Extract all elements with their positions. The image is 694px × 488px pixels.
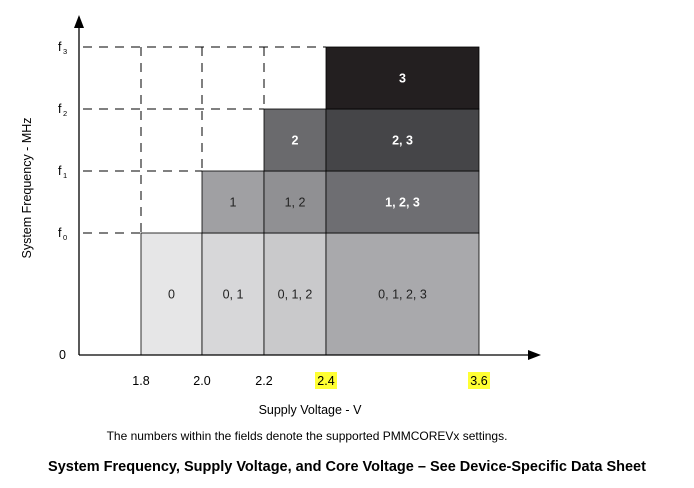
chart-note: The numbers within the fields denote the… bbox=[106, 429, 508, 443]
region-cell bbox=[201, 232, 265, 356]
guide-lines-layer bbox=[83, 46, 326, 234]
y-tick-label: f bbox=[58, 40, 62, 54]
x-axis-label: Supply Voltage - V bbox=[259, 403, 363, 417]
y-tick-label: f bbox=[58, 102, 62, 116]
region-cell bbox=[325, 46, 480, 110]
x-axis-arrow-icon bbox=[528, 350, 541, 360]
region-label: 1, 2, 3 bbox=[385, 196, 420, 210]
figure-caption: System Frequency, Supply Voltage, and Co… bbox=[48, 459, 646, 475]
x-tick-highlight bbox=[468, 372, 490, 389]
y-tick-label: f bbox=[58, 226, 62, 240]
x-tick-label: 3.6 bbox=[470, 374, 487, 388]
region-label: 1 bbox=[230, 196, 237, 210]
region-cell bbox=[325, 232, 480, 356]
axes-layer bbox=[74, 15, 541, 360]
region-label: 0, 1, 2 bbox=[278, 288, 313, 302]
region-label: 1, 2 bbox=[285, 196, 306, 210]
y-axis-label: System Frequency - MHz bbox=[20, 117, 34, 258]
regions-layer: 0 0, 1 0, 1, 2 0, 1, 2, 3 1 1, 2 1, 2, 3 2 2, 3 3 bbox=[140, 46, 480, 356]
y-tick-subscript: 1 bbox=[63, 171, 67, 180]
y-tick-subscript: 2 bbox=[63, 109, 67, 118]
y-tick-subscript: 3 bbox=[63, 47, 67, 56]
region-cell bbox=[325, 108, 480, 172]
region-cell bbox=[263, 170, 327, 234]
region-cell bbox=[201, 170, 265, 234]
y-tick-subscript: 0 bbox=[63, 233, 67, 242]
region-label: 2, 3 bbox=[392, 134, 413, 148]
region-label: 2 bbox=[292, 134, 299, 148]
region-cell bbox=[325, 170, 480, 234]
region-label: 3 bbox=[399, 72, 406, 86]
y-tick-labels: 0f 0f 1f 2f 3 bbox=[58, 40, 67, 362]
frequency-voltage-chart: 0 0, 1 0, 1, 2 0, 1, 2, 3 1 1, 2 1, 2, 3 2 2, 3 3… bbox=[20, 15, 541, 417]
x-tick-label: 2.2 bbox=[255, 374, 272, 388]
region-label: 0, 1 bbox=[223, 288, 244, 302]
y-axis-arrow-icon bbox=[74, 15, 84, 28]
x-tick-label: 2.4 bbox=[317, 374, 334, 388]
x-tick-highlight bbox=[315, 372, 337, 389]
y-tick-label: f bbox=[58, 164, 62, 178]
y-tick-label: 0 bbox=[59, 348, 66, 362]
region-cell bbox=[263, 108, 327, 172]
x-tick-label: 1.8 bbox=[132, 374, 149, 388]
region-label: 0 bbox=[168, 288, 175, 302]
x-tick-labels: 1.8 2.0 2.2 2.4 3.6 bbox=[132, 372, 490, 389]
x-tick-label: 2.0 bbox=[193, 374, 210, 388]
region-label: 0, 1, 2, 3 bbox=[378, 288, 427, 302]
region-cell bbox=[140, 232, 203, 356]
